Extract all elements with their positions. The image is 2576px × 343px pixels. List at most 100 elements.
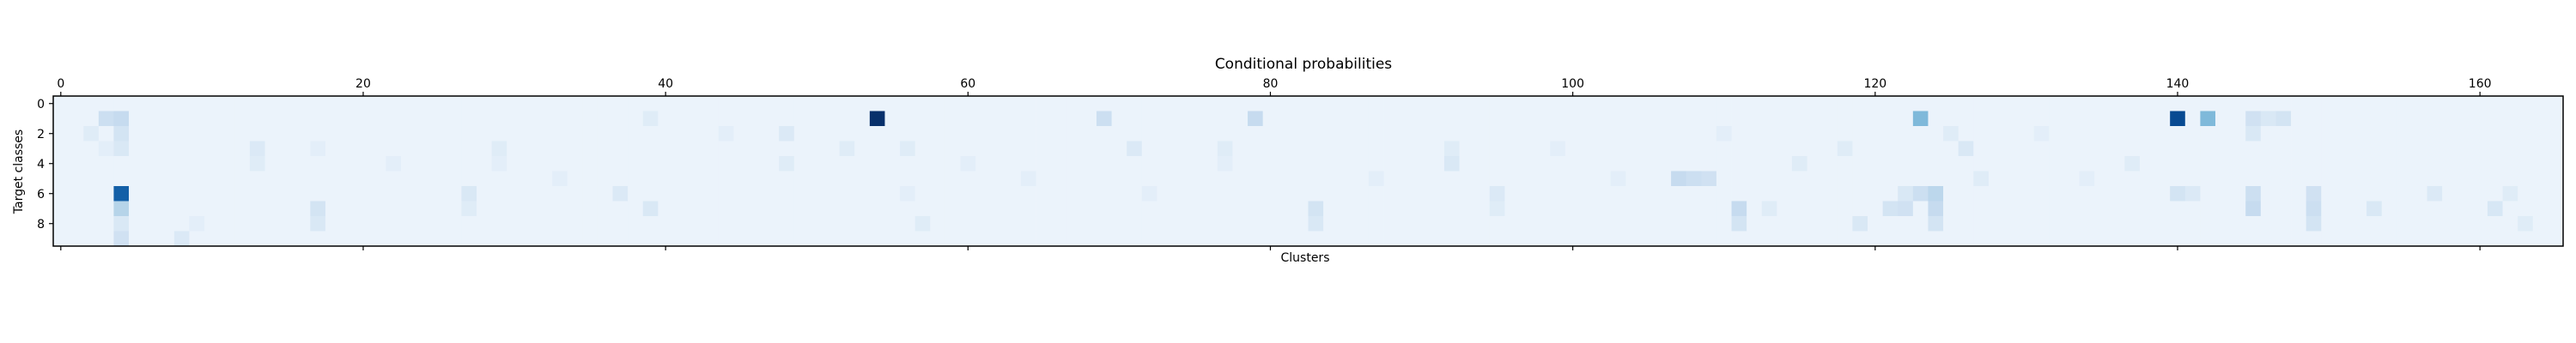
heatmap-cell [143,186,160,202]
heatmap-cell [1822,156,1838,172]
heatmap-cell [1111,216,1127,232]
heatmap-cell [582,111,598,127]
heatmap-cell [2170,231,2186,247]
heatmap-cell [869,156,885,172]
heatmap-cell [1005,96,1022,111]
heatmap-cell [2532,96,2549,111]
heatmap-cell [1217,96,1233,111]
heatmap-cell [2472,141,2488,157]
heatmap-cell [83,111,100,127]
heatmap-cell [68,156,84,172]
heatmap-cell [658,201,674,217]
heatmap-cell [1202,156,1218,172]
heatmap-cell [1958,231,1974,247]
heatmap-cell [2366,201,2383,217]
heatmap-cell [733,186,750,202]
heatmap-cell [1187,216,1203,232]
heatmap-cell [2457,111,2473,127]
heatmap-cell [1791,156,1807,172]
heatmap-cell [688,201,704,217]
heatmap-cell [1852,231,1868,247]
heatmap-cell [1443,201,1460,217]
heatmap-cell [914,201,931,217]
heatmap-cell [1610,96,1626,111]
heatmap-cell [1958,156,1974,172]
heatmap-cell [1292,126,1309,141]
heatmap-cells [53,96,2564,247]
heatmap-cell [2457,126,2473,141]
heatmap-cell [280,216,296,232]
heatmap-cell [1292,231,1309,247]
heatmap-cell [1383,156,1400,172]
heatmap-cell [98,126,114,141]
heatmap-cell [1399,216,1415,232]
heatmap-cell [2275,186,2292,202]
heatmap-cell [2502,141,2518,157]
heatmap-cell [1338,201,1354,217]
heatmap-cell [990,126,1006,141]
heatmap-cell [1262,216,1279,232]
heatmap-cell [1580,171,1596,187]
heatmap-cell [2472,216,2488,232]
heatmap-cell [2200,126,2216,141]
heatmap-cell [658,231,674,247]
heatmap-cell [975,171,992,187]
heatmap-cell [854,231,871,247]
heatmap-cell [1127,216,1143,232]
heatmap-cell [824,111,841,127]
heatmap-cell [2291,126,2307,141]
heatmap-cell [975,231,992,247]
heatmap-cell [990,231,1006,247]
heatmap-cell [1172,231,1188,247]
heatmap-cell [431,171,447,187]
heatmap-cell [461,111,477,127]
heatmap-cell [1323,156,1340,172]
heatmap-cell [1625,126,1642,141]
heatmap-cell [1912,111,1929,127]
heatmap-cell [2049,126,2065,141]
heatmap-cell [2411,141,2427,157]
heatmap-cell [1625,156,1642,172]
heatmap-cell [733,216,750,232]
heatmap-cell [1807,216,1823,232]
heatmap-cell [2291,231,2307,247]
heatmap-cell [1777,186,1793,202]
heatmap-cell [2518,216,2534,232]
heatmap-cell [2049,216,2065,232]
heatmap-cell [2442,216,2458,232]
heatmap-cell [1248,216,1264,232]
heatmap-cell [159,231,175,247]
heatmap-cell [1564,216,1581,232]
heatmap-cell [2351,201,2367,217]
heatmap-cell [718,96,734,111]
heatmap-cell [537,126,553,141]
heatmap-cell [1928,201,1944,217]
heatmap-cell [2351,156,2367,172]
heatmap-cell [552,126,568,141]
heatmap-cell [204,96,221,111]
heatmap-cell [1534,216,1551,232]
heatmap-cell [1898,231,1914,247]
heatmap-cell [1111,186,1127,202]
heatmap-cell [1564,231,1581,247]
heatmap-cell [1262,96,1279,111]
heatmap-cell [446,126,462,141]
heatmap-cell [1520,231,1536,247]
heatmap-cell [824,216,841,232]
heatmap-cell [2215,96,2232,111]
heatmap-cell [2487,126,2503,141]
heatmap-cell [2351,111,2367,127]
heatmap-cell [1051,216,1067,232]
heatmap-cell [2366,96,2383,111]
heatmap-cell [537,171,553,187]
heatmap-cell [1550,186,1566,202]
heatmap-cell [1413,111,1430,127]
heatmap-cell [1988,141,2004,157]
heatmap-cell [1610,156,1626,172]
heatmap-cell [1353,96,1370,111]
heatmap-cell [1686,141,1702,157]
heatmap-cell [1701,231,1717,247]
heatmap-cell [1868,216,1884,232]
heatmap-cell [1716,216,1732,232]
heatmap-cell [960,141,976,157]
